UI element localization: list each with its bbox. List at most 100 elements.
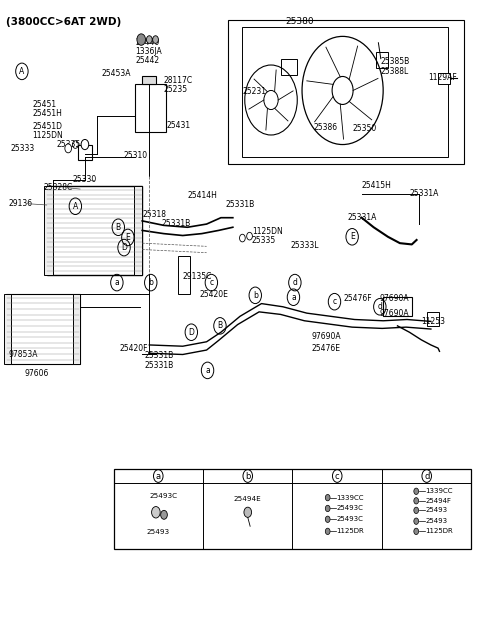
FancyBboxPatch shape — [383, 297, 412, 316]
FancyBboxPatch shape — [135, 84, 166, 132]
Text: 1125DR: 1125DR — [425, 528, 453, 534]
Text: 25453A: 25453A — [102, 69, 131, 78]
FancyBboxPatch shape — [6, 294, 80, 364]
Circle shape — [414, 507, 419, 514]
Text: a: a — [115, 278, 119, 287]
Circle shape — [414, 488, 419, 495]
Text: d: d — [424, 472, 430, 481]
Text: 97606: 97606 — [24, 369, 48, 378]
Text: 97853A: 97853A — [9, 350, 38, 359]
Text: 25494E: 25494E — [234, 496, 262, 502]
Circle shape — [325, 495, 330, 501]
Text: 25493: 25493 — [425, 507, 447, 513]
Circle shape — [414, 528, 419, 535]
Text: 25493C: 25493C — [336, 505, 363, 511]
Text: 25476E: 25476E — [312, 344, 341, 353]
FancyBboxPatch shape — [47, 186, 142, 275]
Text: 97690A: 97690A — [312, 332, 341, 341]
Text: 25335: 25335 — [252, 236, 276, 245]
Text: 25330: 25330 — [72, 175, 96, 184]
Text: 25494F: 25494F — [425, 498, 451, 504]
Text: 25386: 25386 — [314, 123, 338, 132]
Text: 29135C: 29135C — [183, 272, 212, 281]
Text: E: E — [125, 233, 130, 242]
Circle shape — [137, 34, 145, 45]
Text: 25318: 25318 — [142, 210, 166, 219]
Text: 1125DN: 1125DN — [252, 227, 283, 236]
Text: B: B — [217, 321, 223, 330]
Circle shape — [152, 507, 160, 518]
Text: E: E — [350, 233, 355, 242]
Text: 25420F: 25420F — [120, 344, 148, 353]
Circle shape — [325, 505, 330, 512]
FancyBboxPatch shape — [178, 256, 190, 294]
Text: (3800CC>6AT 2WD): (3800CC>6AT 2WD) — [6, 17, 121, 27]
Text: 25388L: 25388L — [381, 67, 409, 76]
Text: 1125DN: 1125DN — [33, 131, 63, 140]
FancyBboxPatch shape — [78, 144, 92, 160]
FancyBboxPatch shape — [142, 77, 156, 84]
Text: 25310: 25310 — [123, 151, 147, 160]
FancyBboxPatch shape — [281, 59, 297, 75]
Text: 25451H: 25451H — [33, 109, 62, 118]
Text: a: a — [205, 366, 210, 375]
Text: 25331B: 25331B — [226, 201, 255, 210]
Text: a: a — [291, 293, 296, 302]
Text: 25440: 25440 — [135, 38, 159, 47]
Text: D: D — [121, 243, 127, 252]
Text: 25493C: 25493C — [149, 493, 177, 499]
FancyBboxPatch shape — [427, 312, 439, 326]
Circle shape — [153, 36, 158, 43]
Text: 11253: 11253 — [421, 317, 445, 326]
Circle shape — [146, 36, 152, 43]
Text: B: B — [116, 223, 121, 232]
FancyBboxPatch shape — [376, 52, 388, 68]
Text: 25431: 25431 — [166, 121, 190, 130]
Text: 25235: 25235 — [164, 85, 188, 94]
Text: 25350: 25350 — [352, 124, 376, 133]
Text: 1339CC: 1339CC — [336, 495, 364, 500]
Text: 25331B: 25331B — [161, 219, 191, 228]
Text: b: b — [148, 278, 153, 287]
Circle shape — [414, 518, 419, 525]
Text: b: b — [253, 291, 258, 300]
Circle shape — [325, 516, 330, 523]
Text: a: a — [156, 472, 161, 481]
Text: 1129AF: 1129AF — [429, 73, 457, 82]
Text: A: A — [73, 202, 78, 211]
Text: 1125DR: 1125DR — [336, 528, 364, 534]
FancyBboxPatch shape — [133, 186, 142, 275]
Text: c: c — [333, 297, 336, 306]
Text: 25335: 25335 — [56, 140, 81, 149]
FancyBboxPatch shape — [438, 73, 450, 84]
Text: 25380: 25380 — [285, 17, 314, 26]
Text: 25451: 25451 — [33, 100, 57, 109]
Text: 25331B: 25331B — [144, 351, 174, 360]
Text: 25231: 25231 — [242, 88, 266, 96]
Circle shape — [325, 528, 330, 535]
Circle shape — [65, 144, 72, 153]
Text: 28117C: 28117C — [164, 76, 193, 85]
Text: 25493: 25493 — [425, 518, 447, 524]
Text: 29136: 29136 — [9, 199, 33, 208]
Text: d: d — [292, 278, 297, 287]
Text: D: D — [188, 328, 194, 337]
FancyBboxPatch shape — [242, 27, 447, 157]
FancyBboxPatch shape — [73, 294, 80, 364]
Text: 25415H: 25415H — [362, 181, 392, 190]
Text: 25493C: 25493C — [336, 516, 363, 522]
FancyBboxPatch shape — [4, 294, 11, 364]
FancyBboxPatch shape — [228, 20, 464, 164]
Text: 25451D: 25451D — [33, 121, 62, 130]
Text: b: b — [245, 472, 251, 481]
Text: 25493: 25493 — [147, 530, 170, 535]
Text: 25476F: 25476F — [343, 294, 372, 303]
Circle shape — [161, 511, 168, 520]
Circle shape — [244, 507, 252, 518]
Text: 25333: 25333 — [11, 144, 35, 153]
Text: c: c — [209, 278, 214, 287]
Text: 25331A: 25331A — [348, 213, 377, 222]
Text: 25333L: 25333L — [290, 240, 319, 250]
Text: 97690A: 97690A — [380, 294, 409, 303]
Text: 1336JA: 1336JA — [135, 47, 162, 56]
